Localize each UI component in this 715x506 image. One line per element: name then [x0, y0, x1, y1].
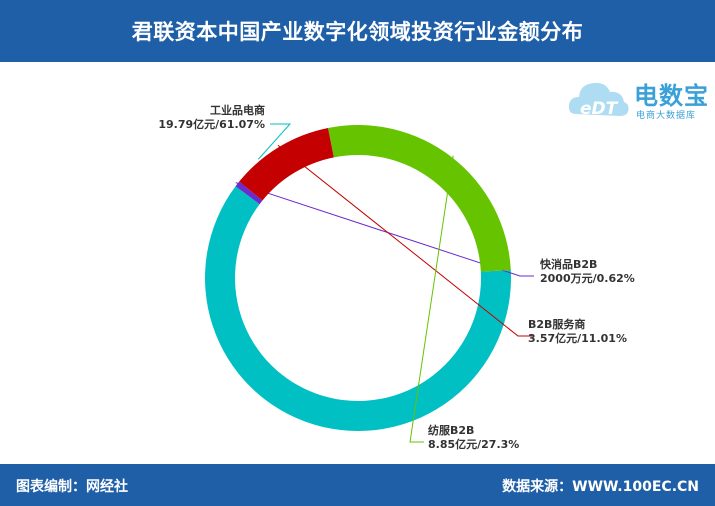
slice-name-label: 工业品电商 [210, 103, 265, 117]
slice-value-label: 8.85亿元/27.3% [428, 437, 519, 451]
slice-value-label: 2000万元/0.62% [540, 272, 635, 285]
leader-line-1 [235, 182, 534, 277]
donut-slice-1 [235, 181, 263, 205]
donut-slice-2 [239, 127, 334, 201]
slice-name-label: 纺服B2B [428, 423, 474, 437]
donut-slice-0 [205, 186, 511, 431]
header-bar: 君联资本中国产业数字化领域投资行业金额分布 [0, 0, 715, 62]
slice-name-label: B2B服务商 [528, 317, 585, 331]
logo: eDT 电数宝 电商大数据库 [566, 70, 711, 126]
footer-source: 数据来源：WWW.100EC.CN [502, 479, 699, 495]
logo-mark: eDT [580, 99, 619, 119]
chart-title: 君联资本中国产业数字化领域投资行业金额分布 [131, 20, 584, 44]
chart-area: 工业品电商 19.79亿元/61.07% 快消品B2B 2000万元/0.62% B2B… [0, 62, 715, 464]
slice-name-label: 快消品B2B [539, 257, 597, 271]
logo-name: 电数宝 [634, 82, 709, 110]
logo-subtitle: 电商大数据库 [636, 111, 697, 121]
cloud-logo-icon: eDT [568, 82, 629, 119]
slice-value-label: 19.79亿元/61.07% [158, 117, 265, 131]
leader-line-2 [277, 144, 532, 337]
donut-slice-3 [328, 125, 511, 272]
footer-editor: 图表编制：网经社 [16, 479, 128, 495]
footer-bar: 图表编制：网经社 数据来源：WWW.100EC.CN [0, 464, 715, 506]
leader-line-0 [257, 123, 292, 160]
leader-line-3 [409, 155, 454, 443]
slice-value-label: 3.57亿元/11.01% [528, 331, 627, 345]
